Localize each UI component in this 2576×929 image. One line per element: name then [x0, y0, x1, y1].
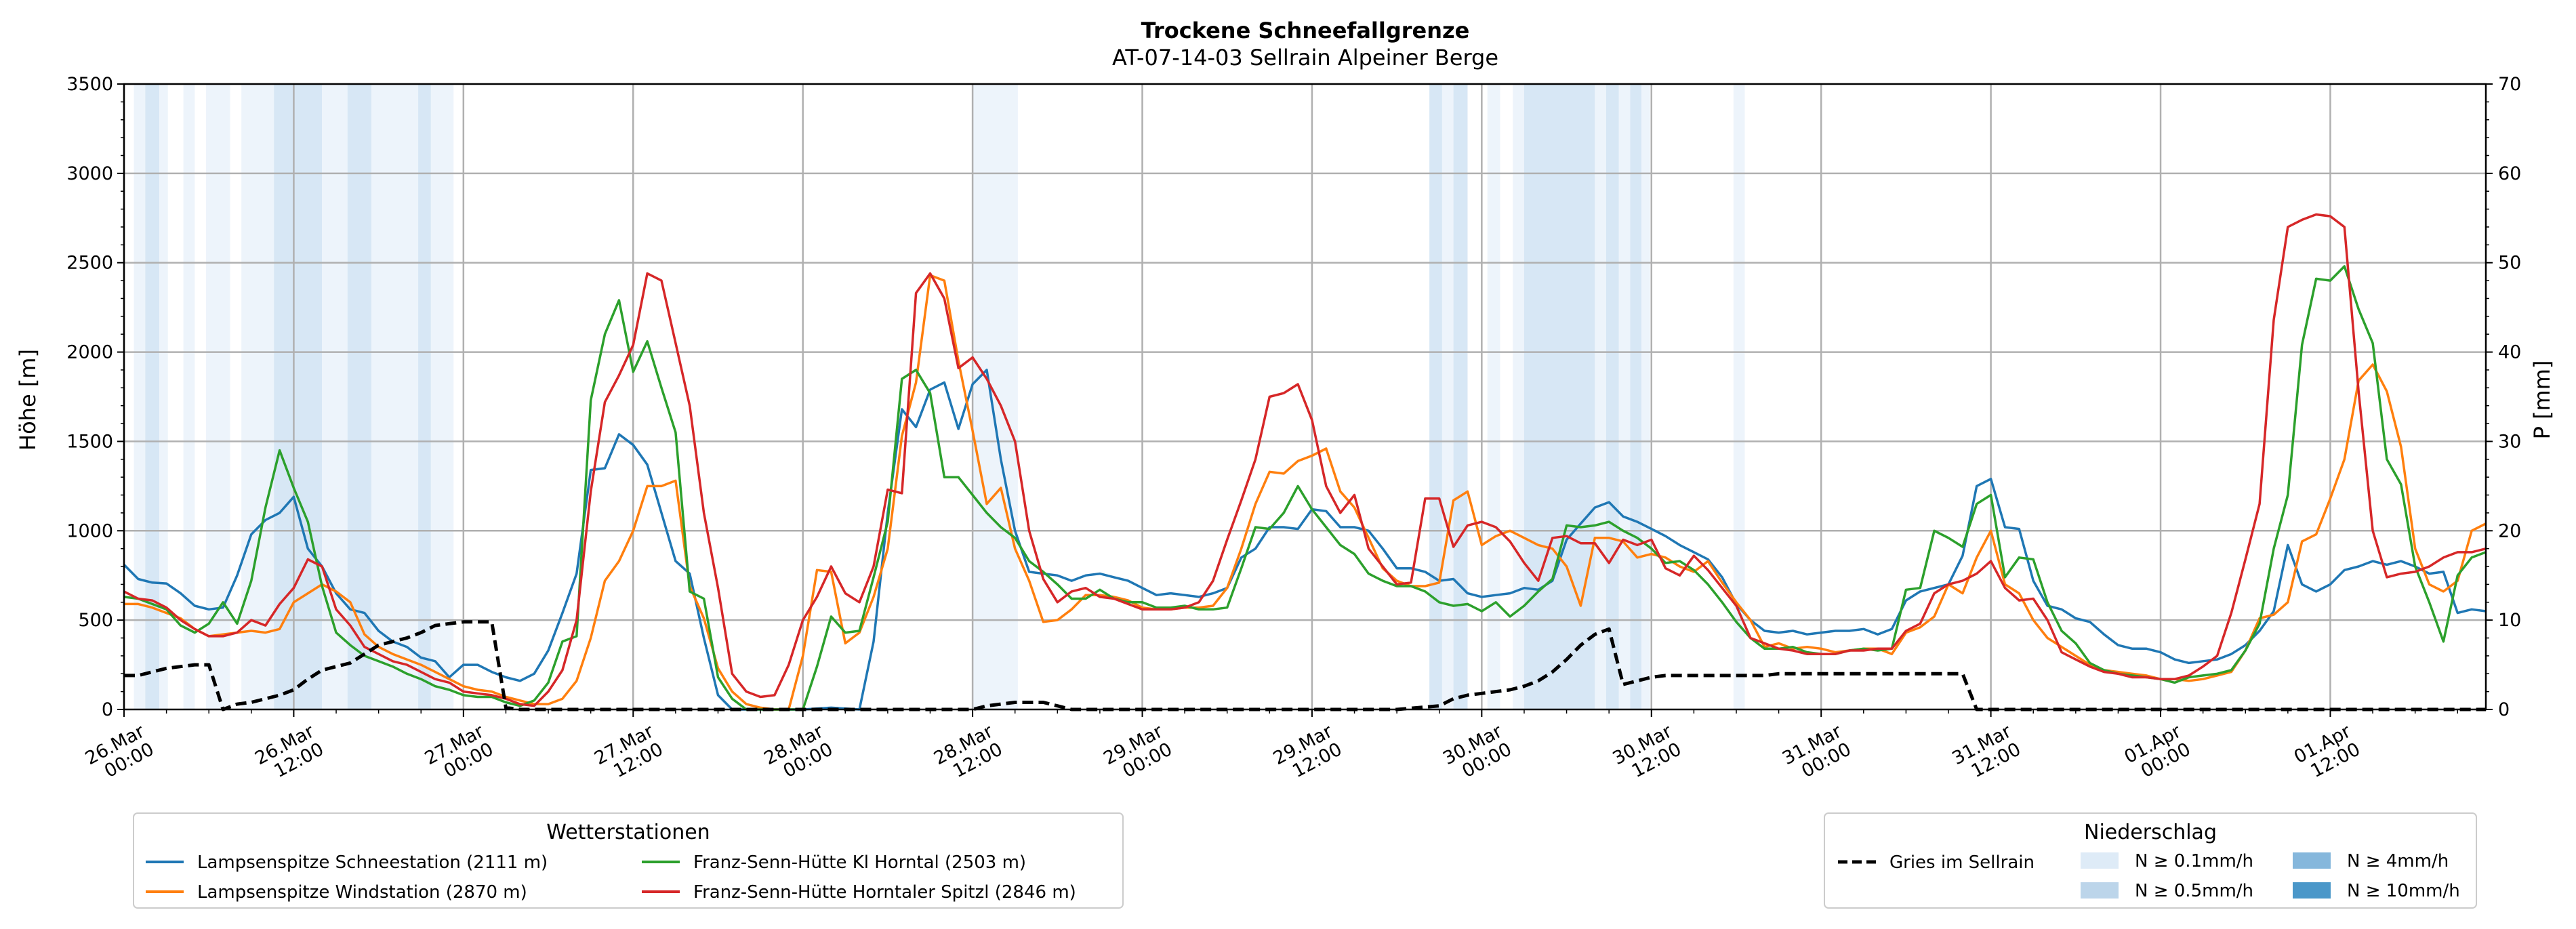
- precip-band: [322, 84, 348, 709]
- precip-band: [206, 84, 230, 709]
- y-tick-label-right: 20: [2498, 520, 2521, 541]
- series-line-4: [123, 213, 2487, 707]
- legend-station-label: Franz-Senn-Hütte Horntaler Spitzl (2846 …: [693, 882, 1076, 903]
- legend-precip-label: N ≥ 10mm/h: [2347, 881, 2460, 901]
- y-axis-label-left: Höhe [m]: [15, 349, 41, 451]
- precip-band: [1641, 84, 1650, 709]
- precip-band: [1513, 84, 1524, 709]
- precip-band: [371, 84, 419, 709]
- series-line-3: [123, 265, 2487, 711]
- precip-band: [1606, 84, 1619, 709]
- y-tick-label-right: 60: [2498, 163, 2521, 184]
- chart-subtitle: AT-07-14-03 Sellrain Alpeiner Berge: [1112, 45, 1498, 70]
- precip-band: [1429, 84, 1442, 709]
- y-axis-label-right: P [mm]: [2529, 360, 2555, 440]
- legend-precip-label: N ≥ 4mm/h: [2347, 851, 2449, 871]
- legend-precip: Niederschlag Gries im Sellrain N ≥ 0.1mm…: [1824, 812, 2477, 909]
- y-tick-label-left: 0: [102, 699, 113, 720]
- precip-band: [241, 84, 274, 709]
- series-lines: [123, 213, 2487, 711]
- precip-band: [274, 84, 323, 709]
- legend-precip-items: N ≥ 0.1mm/h N ≥ 0.5mm/h N ≥ 4mm/h N ≥ 10mm/…: [2081, 851, 2460, 901]
- precip-band: [1595, 84, 1606, 709]
- precip-band: [418, 84, 431, 709]
- y-tick-label-right: 70: [2498, 74, 2521, 95]
- precip-band: [1442, 84, 1454, 709]
- y-tick-label-right: 10: [2498, 610, 2521, 631]
- legend-station-label: Lampsenspitze Windstation (2870 m): [197, 882, 527, 903]
- precip-band: [134, 84, 146, 709]
- y-tick-label-right: 50: [2498, 253, 2521, 274]
- series-line-gries: [124, 620, 2486, 711]
- precip-band: [145, 84, 160, 709]
- precip-band: [183, 84, 195, 709]
- precip-band: [1524, 84, 1595, 709]
- legend-precip-swatch: [2293, 852, 2331, 869]
- y-tick-label-left: 1500: [66, 431, 113, 452]
- legend-stations: Wetterstationen Lampsenspitze Schneestat…: [133, 812, 1124, 909]
- legend-gries-label: Gries im Sellrain: [1889, 852, 2035, 873]
- y-tick-label-right: 40: [2498, 342, 2521, 363]
- precip-band: [1487, 84, 1500, 709]
- legend-precip-swatch: [2293, 882, 2331, 899]
- x-tick-label: 31.Mar12:00: [1948, 720, 2024, 787]
- chart-title: Trockene Schneefallgrenze: [1141, 18, 1470, 43]
- legend-precip-label: N ≥ 0.5mm/h: [2135, 881, 2253, 901]
- legend-station-label: Lampsenspitze Schneestation (2111 m): [197, 852, 548, 873]
- precip-band: [159, 84, 168, 709]
- y-tick-label-left: 2000: [66, 342, 113, 363]
- legend-precip-swatch: [2081, 852, 2119, 869]
- axis-ticks: 0 0 500 10 1000 20 1500 30 2000 40 2500 50 3000 60 350…: [66, 74, 2521, 787]
- precip-band: [1733, 84, 1745, 709]
- precip-band: [430, 84, 454, 709]
- precip-band: [1618, 84, 1631, 709]
- plot-frame: [123, 83, 2487, 711]
- y-tick-label-right: 0: [2498, 699, 2510, 720]
- series-line-1: [123, 369, 2487, 711]
- grid-lines: [123, 84, 2486, 709]
- legend-stations-box: [133, 812, 1124, 909]
- legend-precip-swatch: [2081, 882, 2119, 899]
- legend-precip-label: N ≥ 0.1mm/h: [2135, 851, 2253, 871]
- y-tick-label-left: 1000: [66, 520, 113, 541]
- y-tick-label-right: 30: [2498, 431, 2521, 452]
- precip-band: [1630, 84, 1642, 709]
- y-tick-label-left: 500: [78, 610, 113, 631]
- legend-station-label: Franz-Senn-Hütte Kl Horntal (2503 m): [693, 852, 1026, 873]
- legend-precip-title: Niederschlag: [2084, 821, 2217, 844]
- precip-band: [1453, 84, 1468, 709]
- legend-stations-items: Lampsenspitze Schneestation (2111 m) Lamp…: [146, 852, 1076, 903]
- legend-stations-title: Wetterstationen: [546, 821, 710, 844]
- y-tick-label-left: 3500: [66, 74, 113, 95]
- y-tick-label-left: 2500: [66, 253, 113, 274]
- y-tick-label-left: 3000: [66, 163, 113, 184]
- series-line-2: [124, 274, 2487, 711]
